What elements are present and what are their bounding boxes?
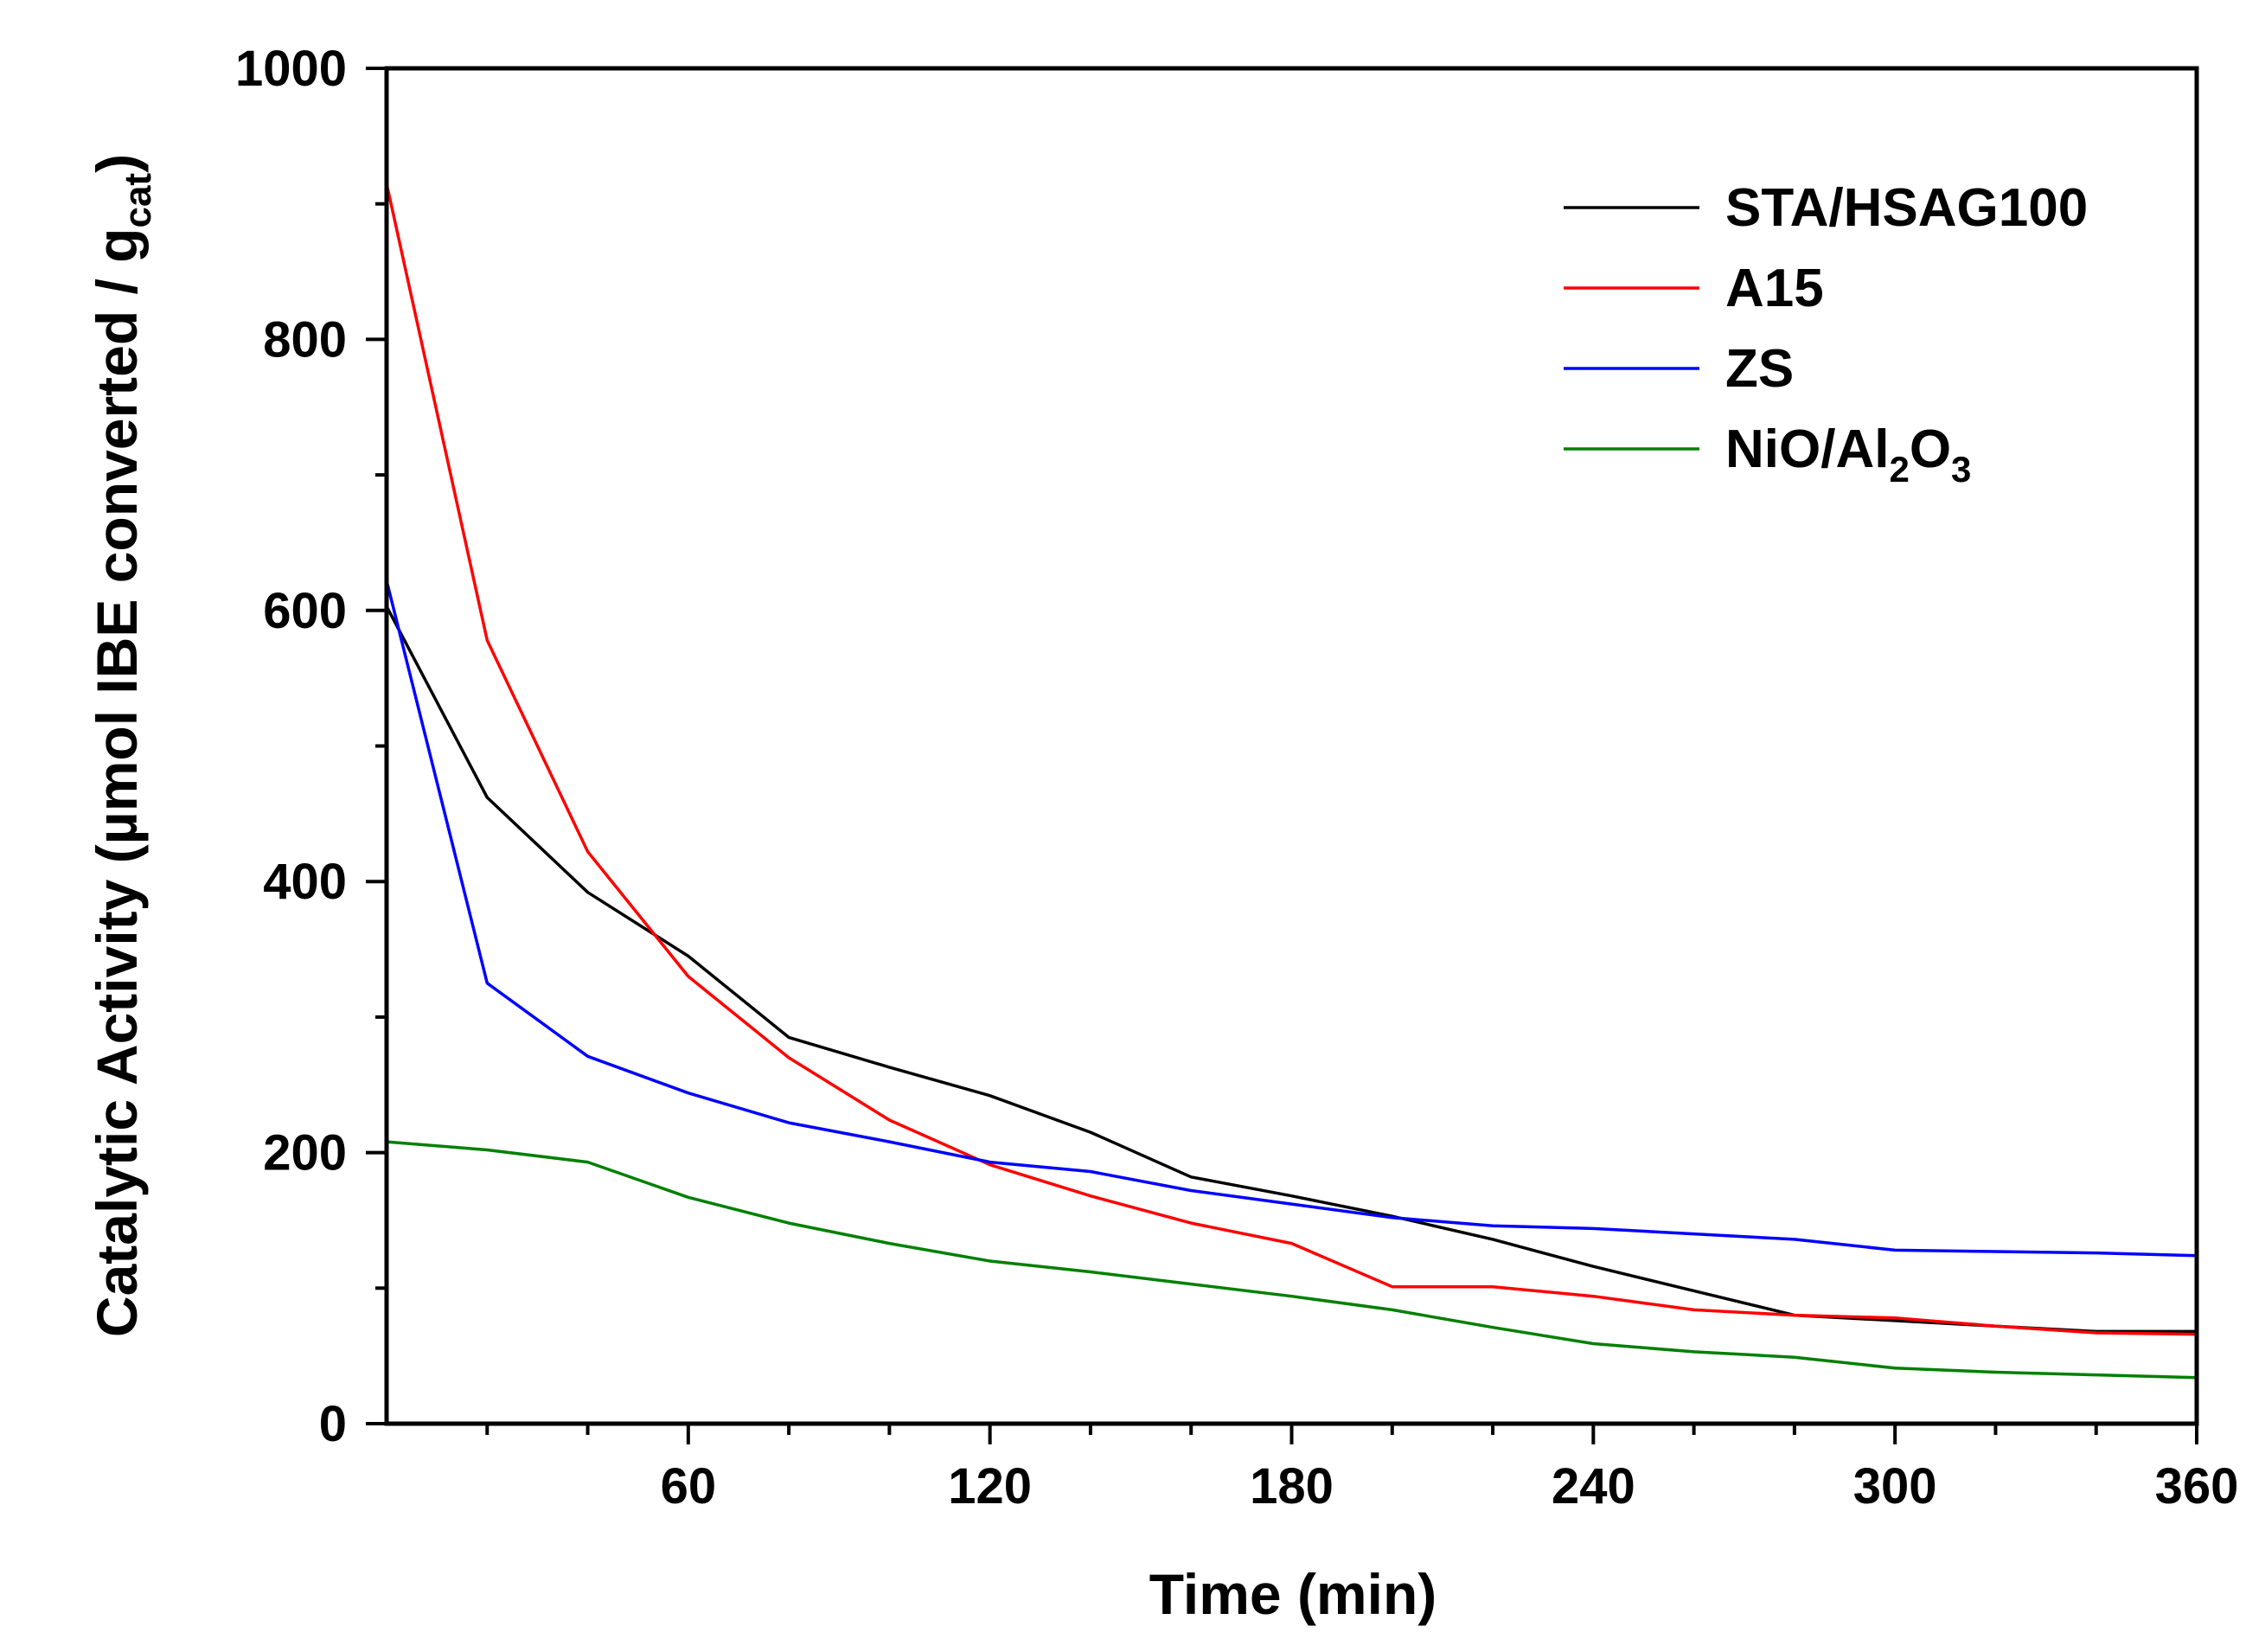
legend-label: A15 [1725, 259, 1824, 318]
series-line-nio-al2o3 [386, 1140, 2198, 1380]
axis-ticks: 60 120 180 240 300 360 0 200 400 600 800 1000 [235, 41, 2238, 1514]
y-tick-label: 600 [263, 583, 347, 639]
legend-label: STA/HSAG100 [1725, 178, 2088, 238]
legend: STA/HSAG100 A15 ZS NiO/Al2O3 [1564, 178, 2088, 490]
y-tick-label: 0 [319, 1396, 347, 1452]
legend-label: NiO/Al2O3 [1725, 419, 1971, 490]
x-tick-label: 300 [1853, 1458, 1937, 1514]
y-tick-label: 200 [263, 1125, 347, 1181]
series-line-a15 [385, 182, 2198, 1336]
legend-label: ZS [1725, 339, 1794, 399]
y-tick-label: 800 [263, 311, 347, 368]
x-tick-label: 120 [948, 1458, 1032, 1514]
y-tick-label: 1000 [235, 41, 347, 97]
plot-series [385, 182, 2198, 1380]
y-tick-label: 400 [263, 854, 347, 910]
series-line-sta-hsag100 [385, 605, 2197, 1334]
series-line-zs [385, 579, 2198, 1258]
x-tick-label: 360 [2155, 1458, 2239, 1514]
x-tick-label: 240 [1552, 1458, 1635, 1514]
x-tick-label: 180 [1250, 1458, 1334, 1514]
plot-frame [384, 66, 2199, 1426]
x-tick-label: 60 [661, 1458, 717, 1514]
y-axis-title: Catalytic Activity (µmol IBE converted /… [85, 154, 159, 1337]
x-axis-title: Time (min) [1149, 1562, 1437, 1626]
